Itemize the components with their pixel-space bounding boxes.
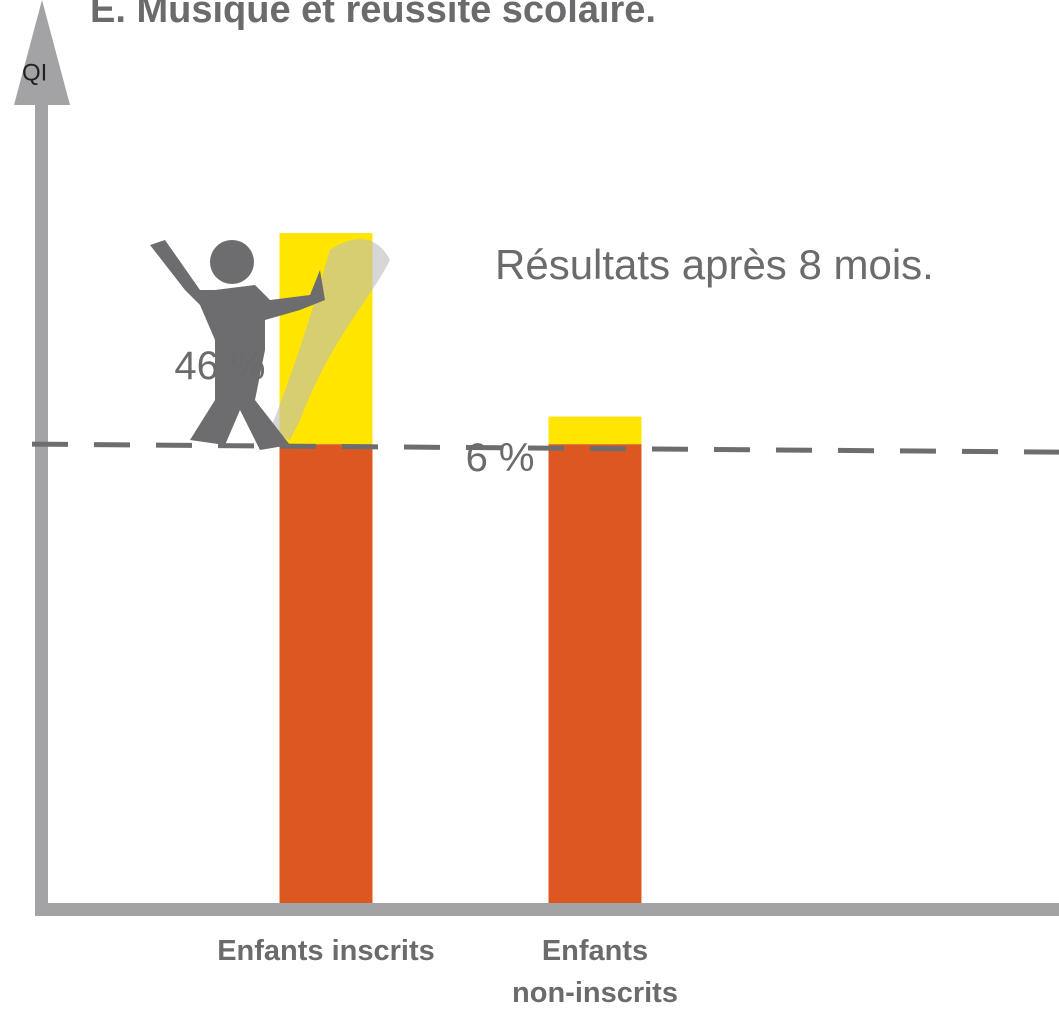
chart-title: E. Musique et réussite scolaire. [90, 0, 656, 31]
axis-arrow [14, 0, 70, 105]
x-tick-label: Enfants non-inscrits [510, 930, 680, 1014]
x-axis [35, 903, 1059, 916]
y-axis-label: QI [22, 59, 47, 86]
bar-segment [549, 417, 642, 445]
y-axis [35, 90, 48, 912]
x-tick-label: Enfants inscrits [176, 930, 476, 972]
value-label: 6 % [466, 436, 535, 480]
annotation: Résultats après 8 mois. [495, 241, 934, 288]
page: E. Musique et réussite scolaire. QI Résu… [0, 0, 1059, 1001]
labels: 46 % 6 % [32, 344, 1059, 480]
bar-segment [280, 444, 373, 903]
value-label: 46 % [174, 344, 265, 388]
bar-segment [549, 444, 642, 903]
chart: E. Musique et réussite scolaire. QI Résu… [0, 0, 1059, 1001]
reference-line [32, 444, 1059, 452]
